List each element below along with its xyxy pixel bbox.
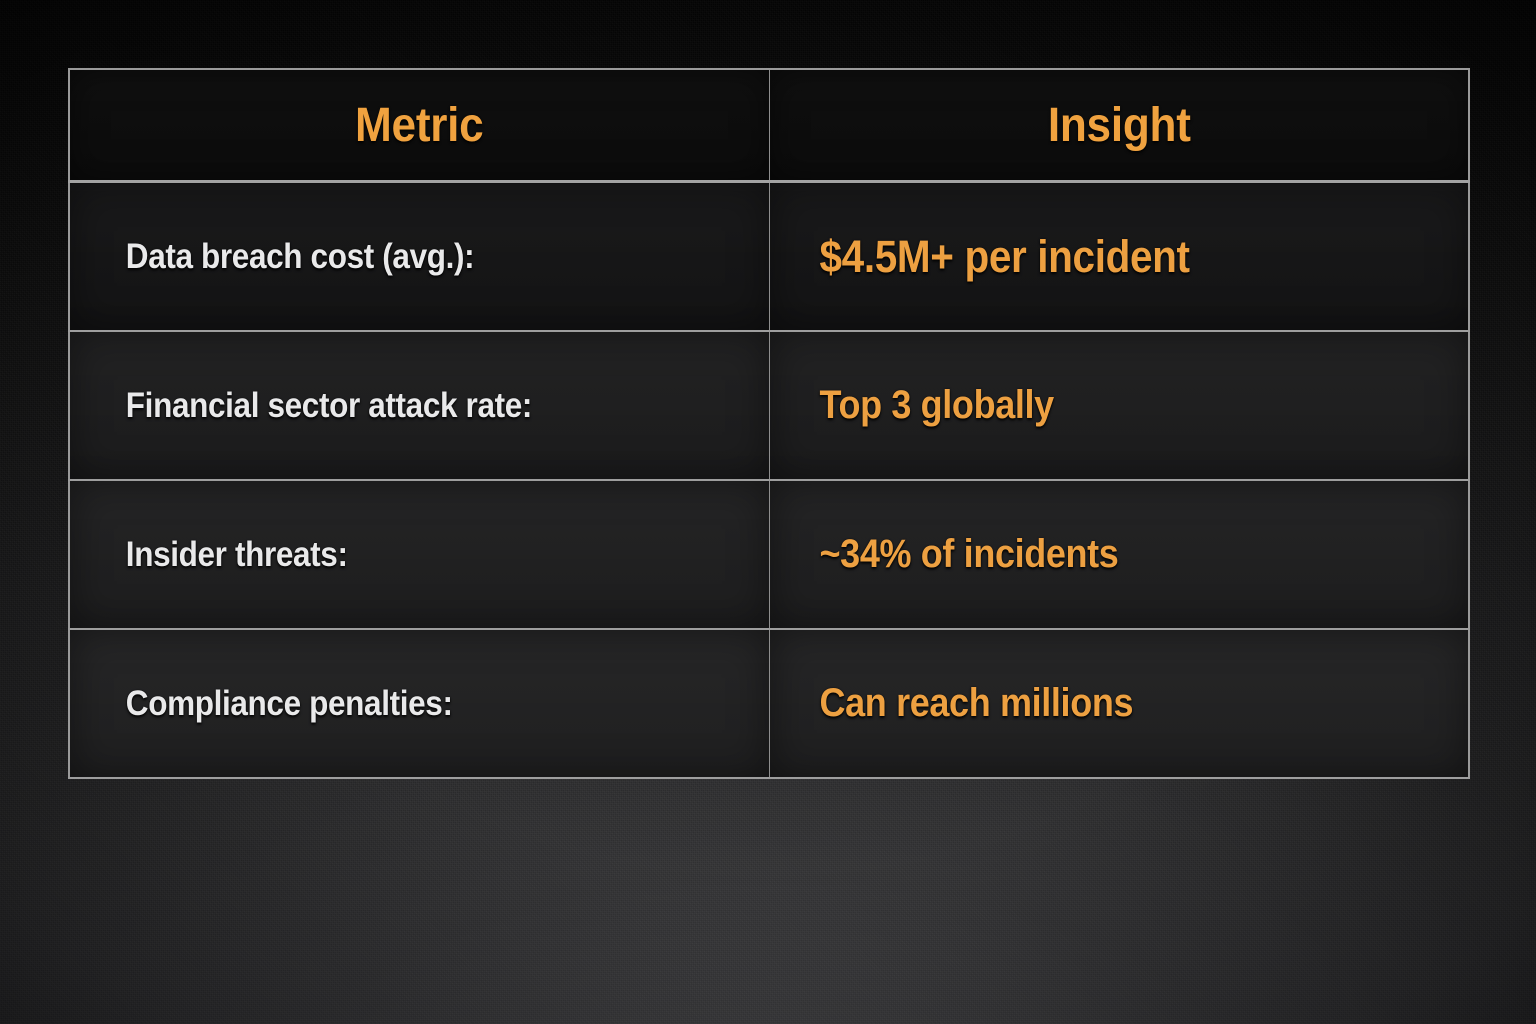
insight-value: Can reach millions	[819, 681, 1133, 725]
metric-label: Data breach cost (avg.):	[125, 236, 475, 276]
metric-label: Compliance penalties:	[125, 683, 453, 723]
table-header: Metric Insight	[68, 68, 1470, 183]
insight-value: $4.5M+ per incident	[819, 230, 1190, 282]
column-header-metric-label: Metric	[355, 98, 484, 152]
table-row: Insider threats: ~34% of incidents	[68, 480, 1470, 630]
metric-label: Insider threats:	[125, 534, 348, 574]
metrics-table: Metric Insight Data breach cost (avg.): …	[68, 68, 1470, 779]
table-row: Compliance penalties: Can reach millions	[68, 629, 1470, 779]
table-cell-insight: $4.5M+ per incident	[769, 181, 1470, 332]
column-header-metric: Metric	[68, 68, 770, 183]
table-header-row: Metric Insight	[68, 68, 1470, 183]
metric-label: Financial sector attack rate:	[125, 385, 533, 425]
table-cell-insight: Top 3 globally	[769, 331, 1470, 481]
table-row: Financial sector attack rate: Top 3 glob…	[68, 331, 1470, 481]
table-cell-metric: Data breach cost (avg.):	[68, 181, 770, 332]
insight-value: Top 3 globally	[819, 383, 1054, 427]
table-cell-insight: Can reach millions	[769, 629, 1470, 779]
table-cell-insight: ~34% of incidents	[769, 480, 1470, 630]
table-cell-metric: Insider threats:	[68, 480, 770, 630]
column-header-insight-label: Insight	[1047, 98, 1191, 152]
table-body: Data breach cost (avg.): $4.5M+ per inci…	[68, 181, 1470, 779]
table-cell-metric: Financial sector attack rate:	[68, 331, 770, 481]
table-cell-metric: Compliance penalties:	[68, 629, 770, 779]
insight-value: ~34% of incidents	[819, 532, 1118, 576]
column-header-insight: Insight	[769, 68, 1470, 183]
table-row: Data breach cost (avg.): $4.5M+ per inci…	[68, 181, 1470, 332]
